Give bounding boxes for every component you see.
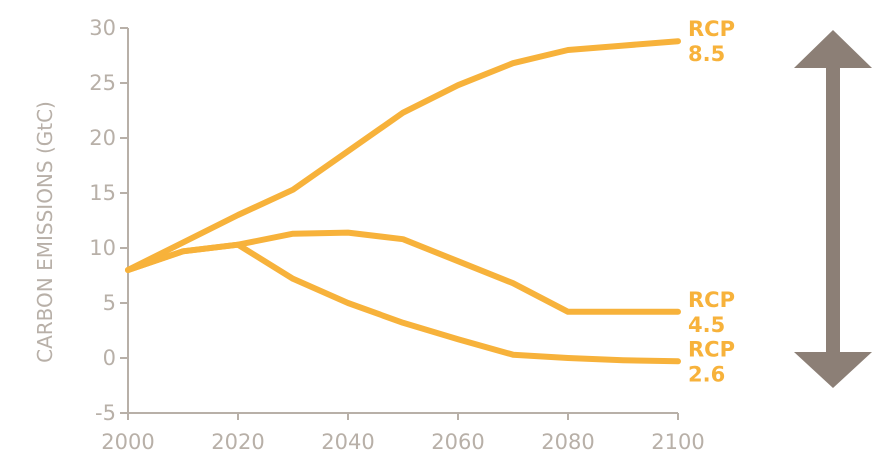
arrow-head-down (794, 352, 872, 388)
x-tick-label: 2060 (431, 430, 484, 454)
y-tick-label: 5 (103, 291, 116, 315)
series-label-line: 4.5 (688, 313, 725, 337)
series-line-rcp-4-5 (125, 229, 681, 315)
series-label-rcp-2-6: RCP 2.6 (688, 337, 735, 386)
range-arrow-icon (794, 30, 872, 388)
series-line-rcp-8-5 (125, 38, 681, 273)
y-tick-label: -5 (95, 401, 116, 425)
x-tick-label: 2100 (651, 430, 704, 454)
x-tick-label: 2020 (211, 430, 264, 454)
series-label-rcp-4-5: RCP 4.5 (688, 288, 735, 337)
x-tick-label: 2040 (321, 430, 374, 454)
series-label-line: RCP (688, 17, 735, 41)
series-label-rcp-8-5: RCP 8.5 (688, 17, 735, 66)
series-label-line: 8.5 (688, 42, 725, 66)
series-label-line: RCP (688, 288, 735, 312)
y-tick-label: 15 (89, 181, 116, 205)
y-tick-label: 10 (89, 236, 116, 260)
series-label-line: RCP (688, 337, 735, 361)
series-label-line: 2.6 (688, 362, 725, 386)
y-tick-label: 30 (89, 16, 116, 40)
arrow-head-up (794, 30, 872, 68)
y-tick-label: 0 (103, 346, 116, 370)
x-tick-label: 2080 (541, 430, 594, 454)
y-tick-label: 20 (89, 126, 116, 150)
series-lines (125, 38, 681, 365)
x-tick-label: 2000 (101, 430, 154, 454)
series-line-rcp-2-6 (125, 241, 681, 365)
arrow-shaft (826, 66, 840, 354)
y-axis-label: CARBON EMISSIONS (GtC) (33, 101, 57, 363)
axes: -5 0 5 10 15 20 25 30 2000 2020 2040 2060 2080 2100 (89, 16, 704, 454)
y-tick-label: 25 (89, 71, 116, 95)
